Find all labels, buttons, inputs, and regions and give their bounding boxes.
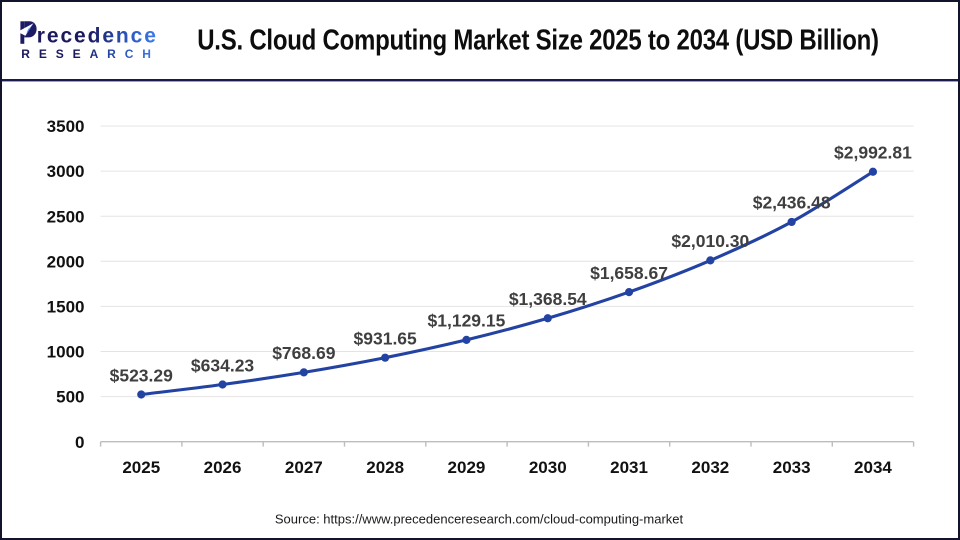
svg-text:2030: 2030 [529, 458, 567, 477]
svg-text:2033: 2033 [773, 458, 811, 477]
svg-text:2025: 2025 [122, 458, 160, 477]
svg-text:$2,992.81: $2,992.81 [834, 143, 912, 163]
svg-text:$2,436.48: $2,436.48 [753, 193, 831, 213]
svg-text:U.S. Cloud Computing Market Si: U.S. Cloud Computing Market Size 2025 to… [197, 24, 879, 56]
svg-text:2029: 2029 [448, 458, 486, 477]
svg-text:3500: 3500 [47, 117, 85, 136]
svg-text:2500: 2500 [47, 207, 85, 226]
svg-text:2031: 2031 [610, 458, 648, 477]
svg-text:1000: 1000 [47, 343, 85, 362]
svg-text:Source: https://www.precedence: Source: https://www.precedenceresearch.c… [275, 512, 684, 527]
svg-text:2026: 2026 [204, 458, 242, 477]
svg-text:1500: 1500 [47, 298, 85, 317]
svg-text:2032: 2032 [691, 458, 729, 477]
svg-text:$2,010.30: $2,010.30 [671, 231, 749, 251]
svg-text:RESEARCH: RESEARCH [21, 47, 160, 61]
svg-text:recedence: recedence [37, 24, 158, 47]
svg-text:$634.23: $634.23 [191, 355, 255, 375]
svg-text:$1,658.67: $1,658.67 [590, 263, 668, 283]
svg-text:$523.29: $523.29 [110, 365, 174, 385]
svg-text:$768.69: $768.69 [272, 343, 336, 363]
svg-text:2034: 2034 [854, 458, 892, 477]
svg-text:2028: 2028 [366, 458, 404, 477]
svg-text:2000: 2000 [47, 252, 85, 271]
svg-text:$931.65: $931.65 [354, 329, 418, 349]
svg-text:0: 0 [75, 433, 84, 452]
svg-text:$1,368.54: $1,368.54 [509, 289, 587, 309]
svg-text:500: 500 [56, 388, 84, 407]
svg-text:2027: 2027 [285, 458, 323, 477]
svg-text:$1,129.15: $1,129.15 [428, 311, 506, 331]
svg-text:3000: 3000 [47, 162, 85, 181]
